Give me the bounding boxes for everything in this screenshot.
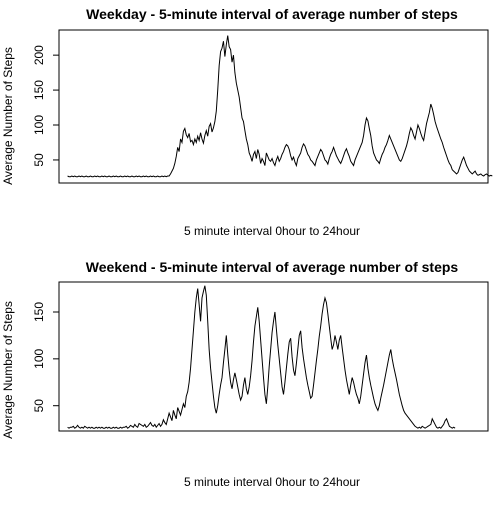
weekday-series-line (67, 35, 493, 178)
y-tick-label: 50 (32, 399, 46, 413)
weekend-y-axis-label: Average Number of Steps (1, 301, 15, 439)
weekend-plot-frame (58, 281, 489, 432)
weekday-title: Weekday - 5-minute interval of average n… (86, 6, 458, 22)
y-tick-label: 200 (32, 45, 46, 65)
weekend-x-axis-label: 5 minute interval 0hour to 24hour (184, 475, 360, 489)
weekday-panel: Weekday - 5-minute interval of average n… (1, 6, 493, 238)
weekday-y-axis: 50 100 150 200 (32, 45, 59, 167)
weekend-series-line (67, 285, 456, 429)
weekend-y-axis: 50 100 150 (32, 302, 59, 413)
weekend-title: Weekend - 5-minute interval of average n… (86, 259, 459, 275)
weekday-x-axis-label: 5 minute interval 0hour to 24hour (184, 224, 360, 238)
y-tick-label: 100 (32, 349, 46, 369)
y-tick-label: 100 (32, 115, 46, 135)
weekday-plot-frame (58, 29, 489, 184)
y-tick-label: 150 (32, 302, 46, 322)
y-tick-label: 150 (32, 80, 46, 100)
y-tick-label: 50 (32, 153, 46, 167)
weekday-y-axis-label: Average Number of Steps (1, 47, 15, 185)
weekend-panel: Weekend - 5-minute interval of average n… (1, 259, 489, 489)
